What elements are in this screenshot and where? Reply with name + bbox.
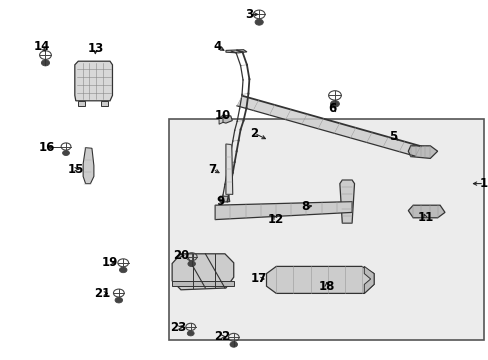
Polygon shape <box>220 196 229 202</box>
Polygon shape <box>219 115 223 124</box>
Text: 14: 14 <box>33 40 50 53</box>
Polygon shape <box>225 144 232 194</box>
Text: 23: 23 <box>170 321 186 334</box>
Bar <box>168 119 483 340</box>
Text: 22: 22 <box>214 330 230 343</box>
Polygon shape <box>75 61 112 101</box>
Text: 19: 19 <box>102 256 118 269</box>
Text: 11: 11 <box>416 211 433 224</box>
Circle shape <box>62 150 69 156</box>
Text: 20: 20 <box>172 249 189 262</box>
Circle shape <box>255 19 263 25</box>
Text: 5: 5 <box>389 130 397 143</box>
Text: 17: 17 <box>250 273 267 285</box>
Text: 7: 7 <box>208 163 216 176</box>
Text: 15: 15 <box>67 163 84 176</box>
Polygon shape <box>237 96 420 156</box>
Circle shape <box>115 297 122 303</box>
Circle shape <box>41 60 49 66</box>
Polygon shape <box>172 254 233 290</box>
Text: 16: 16 <box>38 141 55 154</box>
Circle shape <box>187 261 195 266</box>
Text: 2: 2 <box>250 127 258 140</box>
Text: 6: 6 <box>328 102 336 114</box>
Text: 10: 10 <box>214 109 230 122</box>
Text: 8: 8 <box>301 201 309 213</box>
Text: 1: 1 <box>479 177 487 190</box>
Text: 13: 13 <box>87 42 103 55</box>
Polygon shape <box>225 50 246 53</box>
Polygon shape <box>339 180 354 223</box>
Polygon shape <box>78 101 84 106</box>
Circle shape <box>187 331 194 336</box>
Polygon shape <box>215 202 351 220</box>
Polygon shape <box>266 266 373 293</box>
Polygon shape <box>83 148 94 184</box>
Circle shape <box>330 100 339 107</box>
Polygon shape <box>407 205 444 218</box>
Text: 4: 4 <box>213 40 221 53</box>
Text: 9: 9 <box>216 195 224 208</box>
Text: 12: 12 <box>267 213 284 226</box>
Circle shape <box>119 267 127 273</box>
Polygon shape <box>407 146 437 158</box>
Polygon shape <box>101 101 107 106</box>
Text: 3: 3 <box>245 8 253 21</box>
Polygon shape <box>220 115 232 123</box>
Text: 21: 21 <box>94 287 111 300</box>
Polygon shape <box>364 266 373 293</box>
Circle shape <box>229 342 237 347</box>
Polygon shape <box>172 281 233 286</box>
Text: 18: 18 <box>318 280 334 293</box>
